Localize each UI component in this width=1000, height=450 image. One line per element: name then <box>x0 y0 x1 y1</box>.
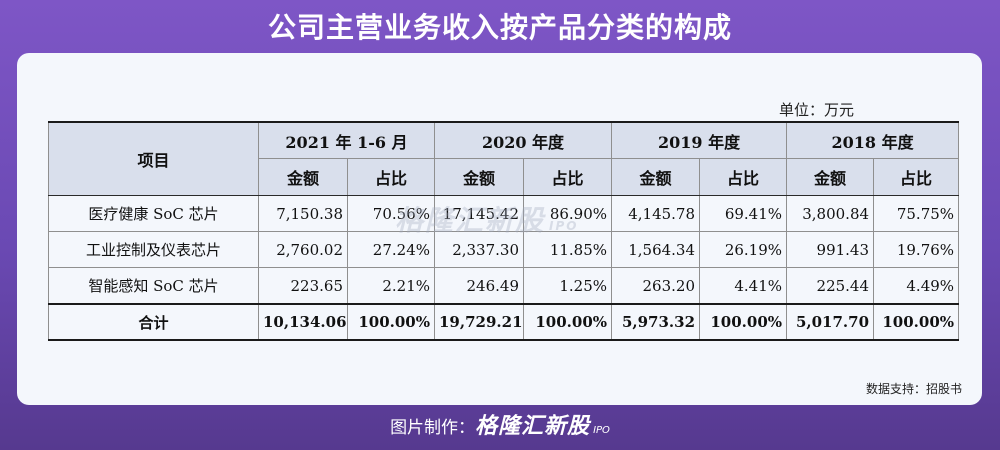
source-note: 数据支持：招股书 <box>865 382 962 396</box>
table-cell: 2.21% <box>347 267 435 305</box>
footer-brand: 格隆汇新股 <box>475 414 591 439</box>
row-label: 智能感知 SoC 芯片 <box>48 267 259 305</box>
total-row: 合计 10,134.06 100.00% 19,729.21 100.00% 5… <box>48 303 960 340</box>
total-cell: 100.00% <box>873 303 960 340</box>
table-cell: 246.49 <box>434 267 524 305</box>
period-header: 2021 年 1-6 月 <box>258 122 435 159</box>
table-cell: 2,337.30 <box>434 231 524 268</box>
total-label: 合计 <box>48 303 259 340</box>
table-cell: 27.24% <box>347 231 435 268</box>
ratio-header: 占比 <box>873 158 960 196</box>
total-cell: 100.00% <box>522 303 613 340</box>
table-cell: 19.76% <box>873 231 960 268</box>
table-row: 医疗健康 SoC 芯片 7,150.38 70.56% 17,145.42 86… <box>48 195 960 232</box>
table-cell: 26.19% <box>699 231 788 268</box>
table-cell: 70.56% <box>347 195 435 232</box>
total-cell: 19,729.21 <box>434 303 524 340</box>
table-cell: 86.90% <box>522 195 613 232</box>
row-label: 医疗健康 SoC 芯片 <box>48 195 259 232</box>
amount-header: 金额 <box>434 158 524 196</box>
table-cell: 263.20 <box>611 267 701 305</box>
total-cell: 5,017.70 <box>786 303 875 340</box>
table-cell: 3,800.84 <box>786 195 875 232</box>
table-cell: 225.44 <box>786 267 875 305</box>
period-header: 2019 年度 <box>611 122 788 159</box>
amount-header: 金额 <box>786 158 875 196</box>
content-card: 单位：万元 项目 2021 年 1-6 月 2020 年度 2019 年度 20… <box>17 53 982 405</box>
amount-header: 金额 <box>258 158 348 196</box>
period-header: 2020 年度 <box>433 122 613 159</box>
table-cell: 75.75% <box>873 195 960 232</box>
table-cell: 11.85% <box>522 231 613 268</box>
period-header: 2018 年度 <box>786 122 960 159</box>
amount-header: 金额 <box>611 158 701 196</box>
unit-label: 单位：万元 <box>778 101 854 119</box>
ratio-header: 占比 <box>347 158 435 196</box>
total-cell: 100.00% <box>699 303 788 340</box>
table-cell: 17,145.42 <box>434 195 524 232</box>
page-title: 公司主营业务收入按产品分类的构成 <box>267 11 732 44</box>
table-cell: 991.43 <box>786 231 875 268</box>
item-header: 项目 <box>48 122 259 196</box>
footer-credit: 图片制作：格隆汇新股 IPO <box>0 412 1000 442</box>
footer-label: 图片制作： <box>390 418 476 438</box>
table-cell: 2,760.02 <box>258 231 348 268</box>
table-cell: 7,150.38 <box>258 195 348 232</box>
table-cell: 1.25% <box>522 267 613 305</box>
revenue-table: 项目 2021 年 1-6 月 2020 年度 2019 年度 2018 年度 … <box>48 121 960 341</box>
table-cell: 223.65 <box>258 267 348 305</box>
footer-sub: IPO <box>593 425 610 436</box>
table-row: 智能感知 SoC 芯片 223.65 2.21% 246.49 1.25% 26… <box>48 267 960 305</box>
table-cell: 4.41% <box>699 267 788 305</box>
total-cell: 100.00% <box>347 303 435 340</box>
ratio-header: 占比 <box>522 158 613 196</box>
table-cell: 1,564.34 <box>611 231 701 268</box>
ratio-header: 占比 <box>699 158 788 196</box>
row-label: 工业控制及仪表芯片 <box>48 231 259 268</box>
total-cell: 5,973.32 <box>611 303 701 340</box>
table-cell: 69.41% <box>699 195 788 232</box>
total-cell: 10,134.06 <box>258 303 348 340</box>
table-row: 工业控制及仪表芯片 2,760.02 27.24% 2,337.30 11.85… <box>48 231 960 268</box>
table-cell: 4,145.78 <box>611 195 701 232</box>
table-cell: 4.49% <box>873 267 960 305</box>
